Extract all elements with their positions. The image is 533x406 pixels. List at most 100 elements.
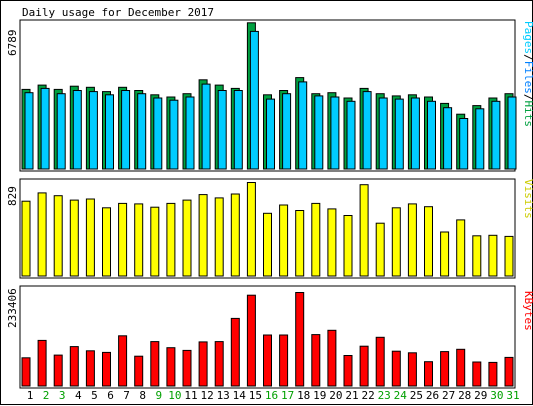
kbytes-bar-day-17 [279,334,289,387]
day-axis: 1 2 3 4 5 6 7 8 9 10 11 12 13 14 15 16 17 18 19 20 21 22 23 24 2… [27,389,520,402]
kbytes-bar-day-2 [37,339,47,387]
pages-bar-day-14 [233,90,243,170]
kbytes-bar-day-7 [118,335,128,387]
day-label-9: 9 [155,389,162,402]
pages-bar-day-27 [443,107,453,170]
pages-bar-day-9 [153,97,163,170]
day-label-30: 30 [490,389,503,402]
visits-bar-day-20 [327,208,337,277]
kbytes-bar-day-21 [343,355,353,387]
pages-bar-day-31 [507,96,517,170]
visits-bar-day-9 [150,206,160,277]
visits-bar-day-21 [343,215,353,277]
kbytes-bar-day-24 [391,350,401,387]
visits-bar-day-31 [504,235,514,277]
visits-bar-day-28 [456,219,466,277]
pages-bar-day-1 [24,92,34,170]
visits-bar-day-23 [375,222,385,277]
legend-pages: Pages [522,21,533,54]
day-label-29: 29 [474,389,487,402]
day-label-15: 15 [249,389,262,402]
kbytes-bar-day-14 [230,317,240,387]
day-label-8: 8 [139,389,146,402]
day-label-31: 31 [506,389,519,402]
kbytes-bar-day-19 [311,334,321,387]
kbytes-bar-day-8 [134,355,144,387]
day-label-27: 27 [442,389,455,402]
legend-sep-2: / [522,94,533,101]
visits-bar-day-4 [69,199,79,277]
day-label-16: 16 [265,389,278,402]
pages-bar-day-30 [491,100,501,170]
visits-bar-day-16 [263,212,272,277]
chart-title: Daily usage for December 2017 [22,6,214,19]
kbytes-bar-day-23 [375,336,385,387]
pages-bar-day-10 [169,99,179,170]
day-label-24: 24 [394,389,408,402]
kbytes-bar-day-28 [456,348,466,387]
visits-bar-day-13 [214,197,224,277]
kbytes-bar-day-18 [295,292,305,387]
day-label-13: 13 [217,389,230,402]
pages-bar-day-4 [72,90,82,170]
kbytes-bar-day-31 [504,356,514,387]
kbytes-bar-day-12 [198,341,208,387]
visits-bar-day-1 [21,200,31,277]
day-label-4: 4 [75,389,82,402]
visits-bar-day-7 [118,202,128,277]
kbytes-bar-day-29 [472,361,482,387]
pages-bar-day-6 [105,94,114,170]
pages-bar-day-3 [56,93,66,170]
hits-ymax-label: 6789 [6,30,19,57]
day-label-14: 14 [233,389,247,402]
visits-bar-day-17 [279,204,289,277]
day-label-26: 26 [426,389,439,402]
pages-bar-day-11 [185,96,195,170]
day-label-7: 7 [123,389,130,402]
day-label-21: 21 [345,389,358,402]
kbytes-bar-day-27 [440,351,450,387]
pages-bar-day-24 [394,98,404,170]
pages-bar-day-21 [346,100,356,170]
pages-bar-day-20 [330,96,340,170]
pages-bar-day-5 [88,91,98,170]
visits-bar-day-3 [53,195,63,277]
pages-bar-day-18 [298,81,308,170]
visits-bar-day-25 [407,203,417,277]
kbytes-bar-day-9 [150,341,160,387]
visits-bar-day-8 [134,203,144,277]
visits-bar-day-24 [391,207,401,277]
pages-bar-day-13 [217,90,227,170]
pages-bar-day-15 [249,30,259,170]
pages-bar-day-7 [121,90,131,170]
kbytes-bar-day-10 [166,347,176,387]
hits-bars [21,22,517,170]
kbytes-bar-day-26 [424,361,433,387]
kbytes-bars [21,292,514,387]
day-label-5: 5 [91,389,98,402]
pages-bar-day-25 [410,97,420,170]
visits-bar-day-22 [359,184,369,277]
pages-bar-day-23 [378,97,388,170]
visits-bar-day-14 [230,193,240,277]
day-label-10: 10 [168,389,181,402]
pages-bar-day-2 [40,87,50,170]
pages-bar-day-16 [266,98,275,170]
pages-bar-day-26 [427,100,436,170]
day-label-25: 25 [410,389,423,402]
visits-bar-day-2 [37,192,47,277]
kbytes-legend: KBytes [522,291,533,331]
kbytes-bar-day-1 [21,357,31,387]
kbytes-bar-day-16 [263,334,272,387]
day-label-6: 6 [107,389,114,402]
pages-bar-day-28 [459,118,469,170]
pages-bar-day-8 [137,93,147,170]
day-label-3: 3 [59,389,66,402]
day-label-22: 22 [361,389,374,402]
day-label-2: 2 [43,389,50,402]
visits-bar-day-29 [472,235,482,277]
day-label-28: 28 [458,389,471,402]
pages-bar-day-22 [362,91,372,170]
